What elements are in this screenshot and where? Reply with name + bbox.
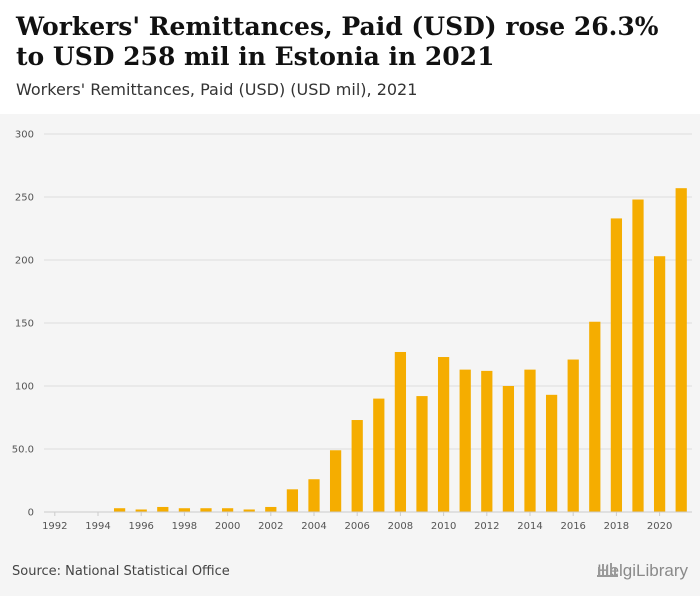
y-tick-label: 300	[15, 130, 34, 141]
source-note: Source: National Statistical Office	[12, 564, 230, 579]
bar-2006[interactable]	[351, 420, 363, 512]
y-tick-label: 250	[15, 193, 34, 204]
y-tick-label: 50.0	[12, 445, 34, 456]
bar-2000[interactable]	[221, 508, 234, 512]
bar-2007[interactable]	[373, 398, 385, 512]
bar-2017[interactable]	[589, 321, 601, 512]
bar-2013[interactable]	[502, 386, 515, 512]
bar-2010[interactable]	[437, 357, 450, 512]
x-tick-label: 1998	[172, 521, 197, 532]
x-tick-label: 2012	[474, 521, 499, 532]
bar-1996[interactable]	[135, 509, 147, 512]
bar-2015[interactable]	[545, 394, 558, 512]
bar-2001[interactable]	[243, 509, 255, 512]
bar-2020[interactable]	[653, 256, 666, 512]
y-tick-label: 200	[15, 256, 34, 267]
logo-text: HelgiLibrary	[597, 561, 688, 580]
x-tick-label: 2004	[301, 521, 326, 532]
x-tick-label: 1992	[42, 521, 67, 532]
chart-area: 0 50.0 100 150 200 250 300 1992 1994 1996 1998 200…	[0, 114, 700, 556]
bar-1999[interactable]	[200, 508, 212, 512]
x-tick-label: 2010	[431, 521, 456, 532]
bar-2011[interactable]	[459, 369, 471, 512]
y-tick-label: 0	[28, 508, 34, 519]
x-tick-label: 2018	[604, 521, 629, 532]
bar-2016[interactable]	[567, 359, 579, 512]
bar-1995[interactable]	[113, 508, 126, 512]
footer: Source: National Statistical Office Helg…	[0, 556, 700, 596]
x-axis: 1992 1994 1996 1998 2000 2002 2004 2006 2008 2010…	[42, 511, 692, 532]
bar-1997[interactable]	[157, 506, 169, 512]
x-tick-label: 2000	[215, 521, 240, 532]
page-title: Workers' Remittances, Paid (USD) rose 26…	[16, 12, 659, 71]
library-building-icon	[597, 563, 619, 577]
bar-1998[interactable]	[178, 508, 191, 512]
x-tick-label: 2016	[560, 521, 585, 532]
x-tick-label: 1994	[85, 521, 110, 532]
bar-2014[interactable]	[524, 369, 536, 512]
bar-2009[interactable]	[416, 396, 428, 512]
bar-2004[interactable]	[308, 479, 320, 512]
bar-chart: 0 50.0 100 150 200 250 300 1992 1994 1996 1998 200…	[12, 130, 692, 532]
y-axis: 0 50.0 100 150 200 250 300	[12, 130, 34, 519]
bar-2005[interactable]	[329, 450, 342, 512]
x-tick-label: 2002	[258, 521, 283, 532]
grid-lines	[44, 133, 692, 513]
x-tick-label: 2006	[344, 521, 369, 532]
bar-2012[interactable]	[481, 370, 493, 512]
bar-2018[interactable]	[610, 218, 623, 513]
x-tick-label: 2014	[517, 521, 542, 532]
helgi-library-logo[interactable]: HelgiLibrary	[597, 561, 688, 581]
bar-2019[interactable]	[632, 199, 644, 512]
bar-2008[interactable]	[394, 351, 407, 512]
y-tick-label: 100	[15, 382, 34, 393]
y-tick-label: 150	[15, 319, 34, 330]
x-tick-label: 1996	[128, 521, 153, 532]
header: Workers' Remittances, Paid (USD) rose 26…	[0, 0, 700, 114]
bar-2021[interactable]	[675, 188, 687, 512]
chart-subtitle: Workers' Remittances, Paid (USD) (USD mi…	[16, 80, 418, 99]
bar-2003[interactable]	[286, 489, 299, 512]
x-tick-label: 2008	[388, 521, 413, 532]
x-tick-label: 2020	[647, 521, 672, 532]
bar-2002[interactable]	[265, 506, 277, 512]
bars	[113, 188, 687, 513]
